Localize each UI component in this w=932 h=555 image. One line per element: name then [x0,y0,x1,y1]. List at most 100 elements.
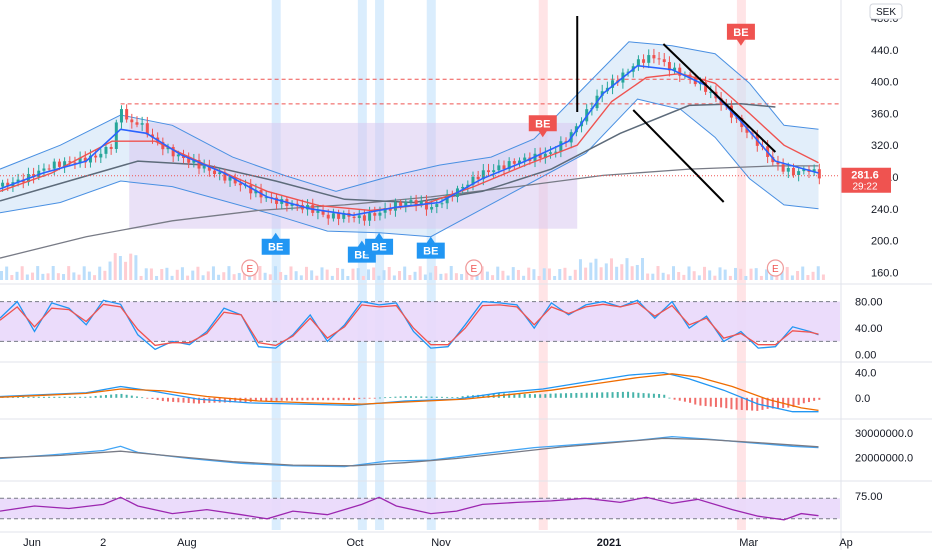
candle-body [373,213,377,216]
volume-bar [336,267,339,280]
macd-histogram-bar [161,397,164,402]
volume-bar [573,269,577,280]
time-axis-label: 2021 [597,537,621,549]
macd-histogram-bar [668,397,671,399]
volume-bar [418,266,422,280]
candle-body [192,160,196,163]
volume-bar [558,269,562,280]
signal-label-shape [365,232,394,255]
candle-body [424,201,428,210]
volume-bar [304,266,308,280]
candle-body [1,182,5,187]
channel-lower-trendline [632,109,725,203]
macd-histogram-bar [280,397,283,401]
signal-label-shape [726,23,755,46]
candle-body [704,82,708,92]
macd-histogram-bar [378,397,381,399]
candle-body [667,62,671,71]
macd-histogram-bar [466,395,469,398]
stochastic-axis-tick: 0.00 [855,350,876,362]
macd-histogram-bar [544,394,547,398]
candle-body [264,197,268,199]
stochastic-axis-tick: 80.00 [855,297,883,309]
volume-bar [584,267,588,280]
candle-body [802,169,806,172]
volume-bar [511,267,515,280]
volume-bar [527,267,531,280]
macd-histogram-bar [32,396,35,398]
macd-histogram-bar [523,393,526,398]
macd-histogram-bar [182,397,185,403]
signal-label-shape [528,115,557,138]
rsi-band [0,498,840,519]
volume-bar [253,273,257,280]
macd-histogram-bar [813,397,816,401]
volume-bar [604,263,608,280]
candle-body [218,172,222,175]
macd-histogram-bar [637,392,640,398]
macd-histogram-bar [559,393,562,398]
macd-histogram-bar [265,397,268,402]
candle-body [383,208,387,213]
macd-histogram-bar [621,391,624,398]
macd-histogram-bar [115,394,118,398]
volume-bar [646,273,650,280]
macd-histogram-bar [652,393,655,398]
macd-histogram-bar [404,396,407,398]
macd-histogram-bar [73,396,76,398]
macd-histogram-bar [337,397,340,401]
volume-bar [485,271,489,280]
volume-bar [377,275,381,280]
macd-histogram-bar [48,396,51,398]
candle-body [140,123,144,125]
candle-body [399,202,403,206]
macd-histogram-bar [704,397,707,407]
candle-body [611,80,615,88]
macd-histogram-bar [565,393,568,398]
macd-histogram-bar [482,394,485,398]
candle-body [626,71,630,73]
macd-histogram-bar [627,391,630,398]
volume-bar [320,267,324,280]
volume-bar [217,274,221,280]
candle-body [647,55,651,63]
volume-bar [661,272,665,280]
volume-bar [279,272,283,280]
volume-bar [341,268,345,280]
macd-histogram-bar [63,396,66,398]
volume-bar [77,274,81,280]
volume-bar [821,274,825,280]
macd-histogram-bar [409,396,412,398]
macd-histogram-bar [130,395,133,398]
macd-histogram-bar [223,397,226,403]
candle-body [316,210,320,213]
macd-histogram-bar [11,396,14,398]
volume-bar [723,269,727,280]
volume-bar [93,275,97,280]
time-axis-label: Nov [431,537,451,549]
volume-bar [361,275,365,280]
earnings-marker-text: E [772,264,779,275]
macd-histogram-bar [761,397,764,410]
candle-body [47,168,51,170]
volume-bar [180,267,184,280]
candle-body [207,165,211,171]
candle-body [187,157,191,163]
candle-body [63,161,67,167]
macd-histogram-bar [192,397,195,404]
signal-highlight-column [538,0,548,530]
volume-bar [775,275,779,280]
signal-label-shape [261,232,290,255]
macd-histogram-bar [554,393,557,398]
candle-body [228,177,232,181]
time-axis-label: Mar [739,537,758,549]
volume-bar [0,271,3,280]
volume-bar [134,255,138,280]
volume-bar [682,274,686,280]
macd-histogram-bar [580,392,583,398]
macd-histogram-bar [694,397,697,405]
candle-body [497,165,501,171]
macd-histogram-bar [549,393,552,398]
